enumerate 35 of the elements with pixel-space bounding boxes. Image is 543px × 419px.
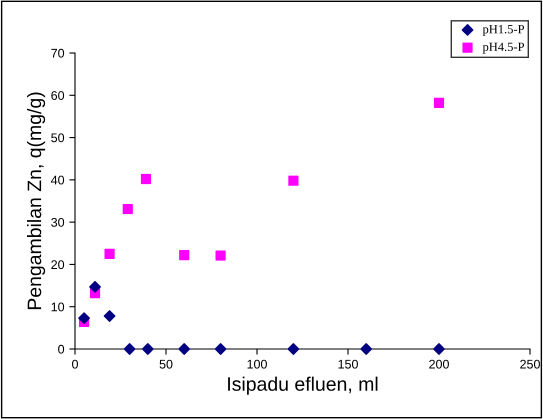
y-tick-label: 50 [51,133,64,142]
y-tick-label: 0 [58,344,64,354]
point [89,280,101,293]
y-tick-label: 10 [52,302,64,312]
point [140,174,152,184]
point [179,250,190,260]
x-tick-label: 0 [72,360,78,369]
y-axis-title: Pengambilan Zn, q(mg/g) [27,92,46,310]
y-tick-label: 70 [51,48,64,58]
point [78,312,90,324]
point [288,343,300,355]
x-tick-label: 100 [248,360,267,369]
point [360,343,372,355]
point [433,343,445,355]
point [216,250,226,261]
point [124,343,136,355]
point [434,98,444,108]
point [288,176,298,186]
legend-label: pH4.5-P [482,42,524,54]
point [104,248,115,259]
point [104,310,116,322]
legend-label: pH1.5-P [482,25,524,36]
x-tick-label: 150 [338,360,358,369]
y-tick-label: 30 [51,218,64,227]
point [214,343,226,355]
x-tick-label: 200 [429,360,449,369]
x-tick-label: 250 [520,360,540,369]
y-tick-label: 20 [51,260,64,270]
point [122,204,133,214]
y-tick-label: 40 [50,176,64,185]
point [178,343,190,355]
x-tick-label: 50 [160,360,172,369]
x-axis-title: Isipadu efluen, ml [228,376,378,395]
point [142,343,154,355]
y-tick-label: 60 [51,91,64,100]
